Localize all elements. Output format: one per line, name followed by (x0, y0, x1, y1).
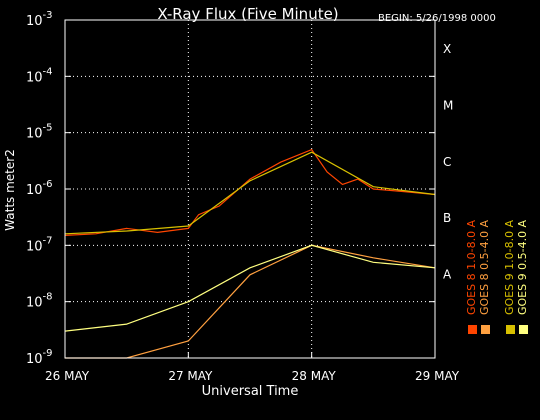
y-tick-label: 10-8 (26, 292, 53, 311)
y-tick-label: 10-7 (26, 235, 53, 254)
legend: GOES 8 1.0-8.0 A GOES 8 0.5-4.0 A GOES 9 1… (465, 219, 529, 334)
x-tick-label: 28 MAY (292, 369, 337, 383)
flare-class-label: X (443, 42, 451, 56)
y-tick-label: 10-4 (26, 66, 53, 85)
legend-label: GOES 9 0.5-4.0 A (516, 219, 529, 315)
x-tick-labels: 26 MAY 27 MAY 28 MAY 29 MAY (45, 352, 460, 383)
x-axis-label: Universal Time (202, 384, 299, 399)
legend-swatch (481, 325, 490, 334)
flare-class-label: M (443, 99, 453, 113)
series-line (64, 148, 436, 236)
legend-swatch (506, 325, 515, 334)
flare-class-labels: X M C B A (443, 42, 453, 281)
legend-label: GOES 8 0.5-4.0 A (478, 219, 491, 315)
flare-class-label: A (443, 268, 452, 282)
legend-swatch (468, 325, 477, 334)
legend-label: GOES 9 1.0-8.0 A (503, 219, 516, 315)
legend-swatch (519, 325, 528, 334)
y-tick-label: 10-9 (26, 348, 53, 367)
series-line (64, 151, 436, 235)
chart-title: X-Ray Flux (Five Minute) (157, 5, 338, 23)
gridlines (65, 20, 435, 358)
x-tick-label: 29 MAY (415, 369, 460, 383)
series-line (64, 244, 436, 332)
y-tick-label: 10-6 (26, 179, 53, 198)
flare-class-label: B (443, 211, 451, 225)
y-tick-labels: 10-3 10-4 10-5 10-6 10-7 10-8 10-9 (26, 10, 435, 367)
y-tick-label: 10-5 (26, 123, 53, 142)
y-axis-label: Watts meter2 (3, 149, 17, 231)
begin-label: BEGIN: 5/26/1998 0000 (378, 13, 496, 24)
series-lines (64, 148, 436, 359)
x-tick-label: 27 MAY (168, 369, 213, 383)
y-tick-label: 10-3 (26, 10, 53, 29)
x-tick-label: 26 MAY (45, 369, 90, 383)
legend-label: GOES 8 1.0-8.0 A (465, 219, 478, 315)
flare-class-label: C (443, 155, 451, 169)
